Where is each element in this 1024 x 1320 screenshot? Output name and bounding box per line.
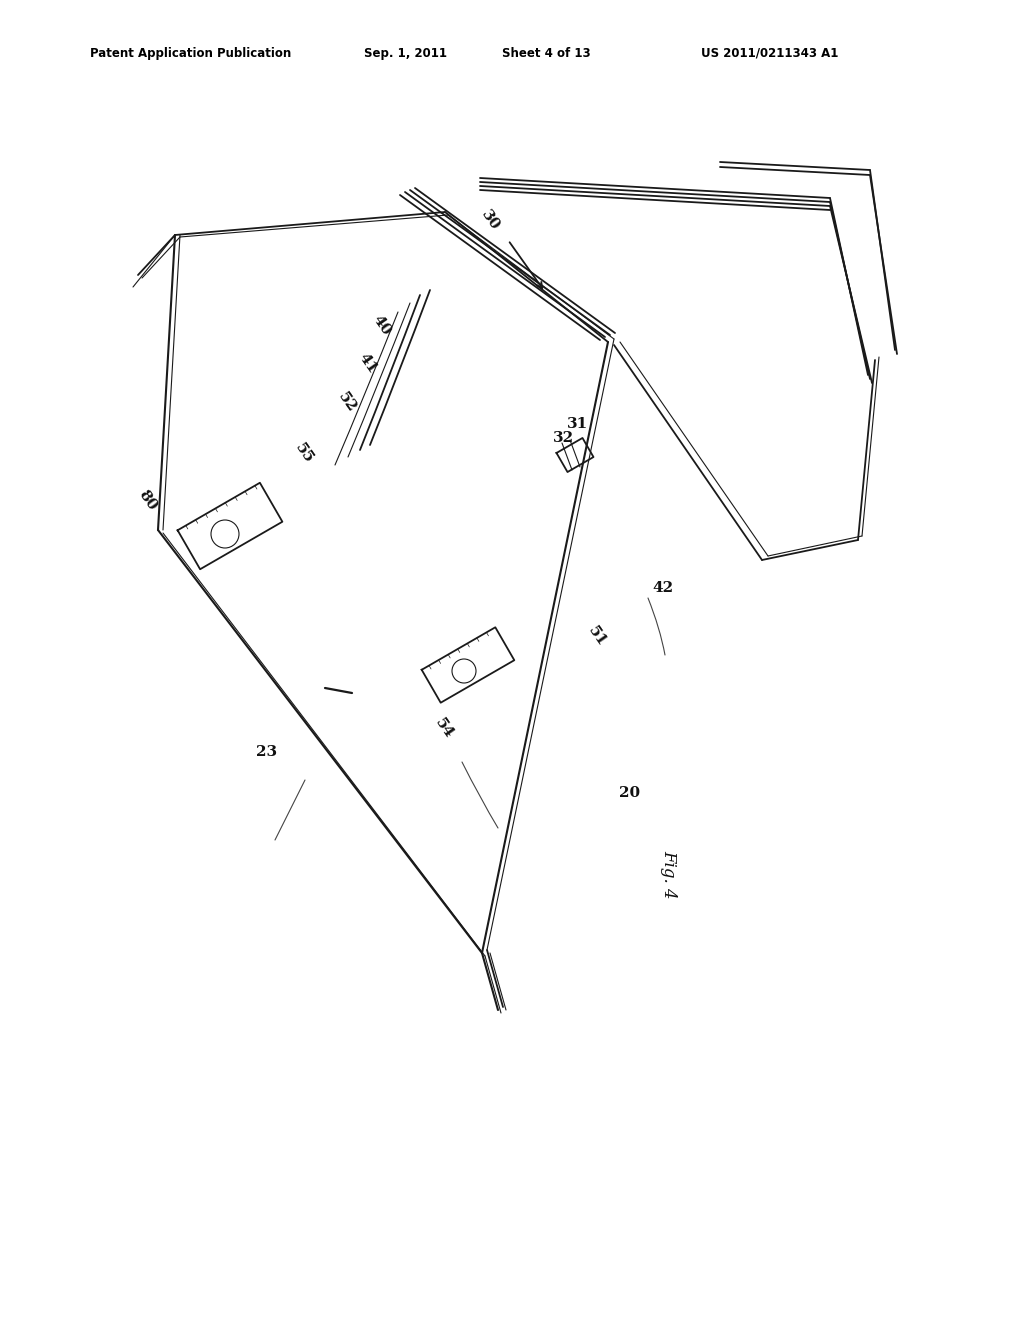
Text: 32: 32 <box>552 432 573 445</box>
Text: 80: 80 <box>136 487 160 512</box>
Text: 41: 41 <box>356 350 380 376</box>
Text: Patent Application Publication: Patent Application Publication <box>90 46 292 59</box>
Text: 52: 52 <box>335 389 358 414</box>
Text: 40: 40 <box>370 313 394 338</box>
Text: 30: 30 <box>478 207 502 232</box>
Text: 20: 20 <box>620 785 641 800</box>
Text: Fig. 4: Fig. 4 <box>660 850 677 899</box>
Text: 55: 55 <box>292 441 315 466</box>
Text: 51: 51 <box>585 623 609 648</box>
Text: 54: 54 <box>432 715 456 741</box>
Text: 23: 23 <box>256 744 278 759</box>
Text: 31: 31 <box>567 417 589 432</box>
Text: Sheet 4 of 13: Sheet 4 of 13 <box>502 46 591 59</box>
Text: 42: 42 <box>652 581 674 595</box>
Text: Sep. 1, 2011: Sep. 1, 2011 <box>364 46 446 59</box>
Text: US 2011/0211343 A1: US 2011/0211343 A1 <box>701 46 839 59</box>
